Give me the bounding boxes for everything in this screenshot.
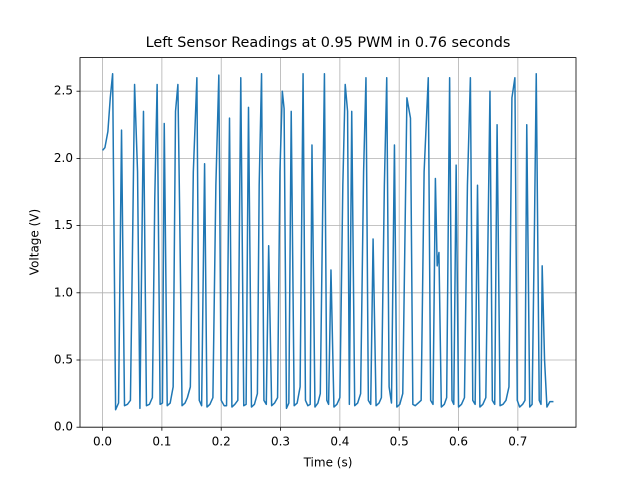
x-tick-label: 0.7	[508, 435, 527, 449]
y-tick-label: 2.0	[54, 151, 73, 165]
x-tick-label: 0.1	[152, 435, 171, 449]
x-axis-label: Time (s)	[303, 456, 353, 470]
y-tick-label: 1.0	[54, 285, 73, 299]
y-axis-label: Voltage (V)	[28, 209, 42, 275]
x-tick-label: 0.4	[330, 435, 349, 449]
data-line	[101, 72, 554, 411]
x-tick-label: 0.0	[93, 435, 112, 449]
x-tick-label: 0.5	[390, 435, 409, 449]
y-tick-label: 2.5	[54, 84, 73, 98]
x-tick-label: 0.6	[449, 435, 468, 449]
y-tick-label: 0.5	[54, 353, 73, 367]
y-tick-label: 1.5	[54, 218, 73, 232]
y-tick-label: 0.0	[54, 420, 73, 434]
x-tick-label: 0.2	[212, 435, 231, 449]
x-tick-label: 0.3	[271, 435, 290, 449]
plot-frame	[79, 57, 577, 428]
chart-title: Left Sensor Readings at 0.95 PWM in 0.76…	[146, 35, 511, 51]
